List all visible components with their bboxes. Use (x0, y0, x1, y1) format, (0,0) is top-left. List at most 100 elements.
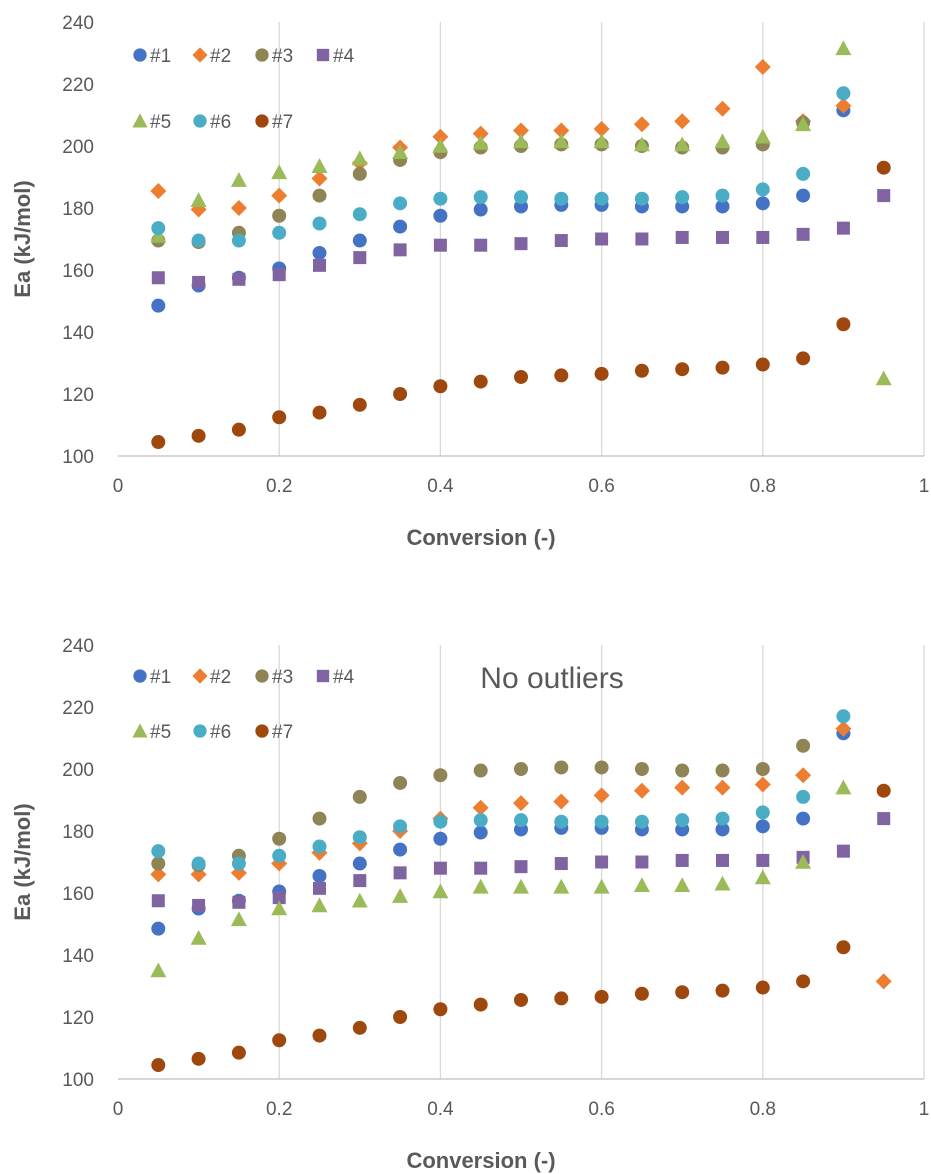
data-point (595, 232, 609, 246)
data-point (232, 272, 246, 286)
data-point (634, 762, 649, 776)
y-tick-label: 120 (62, 385, 94, 406)
data-point (674, 136, 691, 152)
data-point (715, 983, 730, 998)
y-tick-label: 240 (62, 636, 94, 657)
x-tick-label: 0.8 (750, 476, 776, 497)
data-point (835, 97, 852, 114)
data-point (272, 848, 287, 863)
data-point (635, 855, 649, 869)
data-point (875, 973, 892, 990)
data-point (272, 1033, 287, 1048)
y-tick-label: 100 (62, 447, 94, 468)
data-point (796, 166, 811, 181)
legend-marker (132, 723, 148, 738)
data-point (675, 362, 690, 377)
legend-label: #5 (150, 112, 171, 133)
y-tick-label: 120 (62, 1008, 94, 1029)
data-point (312, 188, 327, 203)
legend-label: #3 (272, 46, 293, 67)
data-point (513, 795, 529, 812)
data-point (513, 133, 529, 149)
legend-marker (255, 48, 269, 62)
data-point (795, 116, 812, 132)
data-point (756, 853, 770, 867)
data-point (311, 158, 328, 173)
data-point (593, 120, 610, 137)
data-point (835, 779, 852, 795)
data-point (231, 422, 246, 437)
data-point (393, 243, 407, 257)
legend-label: #4 (333, 46, 355, 67)
data-point (835, 720, 852, 737)
data-point (473, 190, 488, 205)
data-point (151, 1058, 166, 1073)
series-n1 (151, 726, 851, 936)
data-point (755, 805, 770, 820)
x-tick-label: 0.4 (427, 1099, 454, 1120)
data-point (351, 150, 368, 166)
y-tick-label: 220 (62, 75, 94, 96)
legend-marker (133, 48, 147, 62)
series-n6 (151, 709, 851, 871)
data-point (755, 357, 770, 372)
data-point (474, 861, 488, 875)
data-point (675, 853, 689, 867)
data-point (433, 814, 448, 829)
data-point (230, 200, 247, 216)
data-point (433, 208, 448, 223)
data-point (715, 188, 730, 203)
data-point (472, 125, 489, 142)
data-point (795, 767, 812, 784)
data-point (393, 219, 408, 234)
data-point (433, 191, 448, 206)
data-point (836, 86, 851, 101)
data-point (754, 776, 771, 793)
data-point (150, 962, 167, 978)
data-point (433, 238, 447, 252)
data-point (473, 374, 488, 389)
data-point (514, 860, 528, 874)
series-n2 (150, 58, 852, 218)
legend-marker (316, 48, 330, 62)
data-point (473, 813, 488, 828)
data-point (633, 136, 650, 152)
data-point (796, 811, 811, 826)
data-point (433, 379, 448, 394)
data-point (312, 868, 327, 883)
series-n2 (150, 720, 892, 990)
data-point (835, 40, 852, 56)
y-tick-label: 140 (62, 946, 94, 967)
data-point (796, 789, 811, 804)
legend-marker (255, 724, 269, 738)
data-point (313, 881, 326, 895)
data-point (473, 202, 488, 217)
series-n7 (151, 783, 891, 1073)
y-axis-title: Ea (kJ/mol) (10, 180, 35, 297)
data-point (675, 985, 690, 1000)
data-point (433, 831, 448, 846)
legend-label: #2 (210, 667, 231, 688)
y-axis-title: Ea (kJ/mol) (10, 803, 35, 920)
data-point (675, 190, 690, 205)
data-point (312, 1028, 327, 1043)
data-point (634, 191, 649, 206)
data-point (474, 238, 488, 252)
data-point (272, 208, 287, 223)
data-point (352, 1020, 367, 1035)
data-point (150, 227, 167, 243)
data-point (635, 232, 649, 246)
y-tick-label: 160 (62, 261, 94, 282)
legend-marker (192, 47, 208, 63)
data-point (877, 189, 891, 203)
x-tick-label: 0.6 (588, 1099, 614, 1120)
data-point (674, 779, 691, 796)
data-point (432, 883, 449, 899)
data-point (393, 819, 408, 834)
legend-marker (255, 669, 269, 683)
data-point (232, 895, 246, 909)
legend-marker (192, 668, 208, 684)
data-point (151, 894, 165, 908)
data-point (151, 271, 165, 285)
